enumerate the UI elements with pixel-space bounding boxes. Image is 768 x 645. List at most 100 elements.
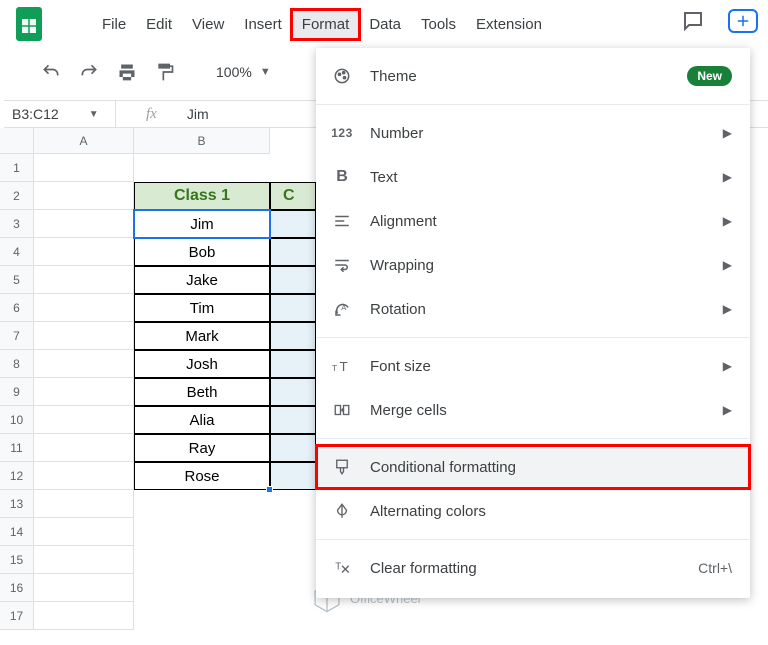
col-header-B[interactable]: B <box>134 128 270 154</box>
table-header-class2-partial[interactable]: C <box>270 182 316 210</box>
menu-item-number[interactable]: 123Number▶ <box>316 111 750 155</box>
cell[interactable] <box>34 154 134 182</box>
menu-bar: FileEditViewInsertFormatDataToolsExtensi… <box>0 4 768 44</box>
menu-file[interactable]: File <box>92 10 136 39</box>
menu-item-alignment[interactable]: Alignment▶ <box>316 199 750 243</box>
select-all-corner[interactable] <box>0 128 34 154</box>
col-header-A[interactable]: A <box>34 128 134 154</box>
row-header-13[interactable]: 13 <box>0 490 34 518</box>
redo-button[interactable] <box>78 61 100 83</box>
cell[interactable] <box>34 574 134 602</box>
print-button[interactable] <box>116 61 138 83</box>
formula-bar-value: Jim <box>187 106 209 122</box>
row-header-14[interactable]: 14 <box>0 518 34 546</box>
cell[interactable] <box>34 546 134 574</box>
menu-extension[interactable]: Extension <box>466 10 552 39</box>
row-header-15[interactable]: 15 <box>0 546 34 574</box>
menu-data[interactable]: Data <box>359 10 411 39</box>
table-header-class1[interactable]: Class 1 <box>134 182 270 210</box>
table-cell[interactable] <box>270 294 316 322</box>
table-cell[interactable]: Rose <box>134 462 270 490</box>
svg-text:T: T <box>340 359 348 374</box>
name-box[interactable]: B3:C12 ▼ <box>4 101 116 127</box>
menu-item-text[interactable]: BText▶ <box>316 155 750 199</box>
row-header-11[interactable]: 11 <box>0 434 34 462</box>
menu-item-wrapping[interactable]: Wrapping▶ <box>316 243 750 287</box>
menu-format[interactable]: Format <box>292 10 360 39</box>
svg-text:T: T <box>335 562 341 573</box>
cell[interactable] <box>34 266 134 294</box>
row-header-17[interactable]: 17 <box>0 602 34 630</box>
cell[interactable] <box>34 462 134 490</box>
table-cell[interactable] <box>270 322 316 350</box>
table-cell[interactable] <box>270 266 316 294</box>
table-cell[interactable]: Tim <box>134 294 270 322</box>
menu-item-theme[interactable]: ThemeNew <box>316 54 750 98</box>
menu-tools[interactable]: Tools <box>411 10 466 39</box>
menu-item-merge-cells[interactable]: Merge cells▶ <box>316 388 750 432</box>
row-header-9[interactable]: 9 <box>0 378 34 406</box>
table-cell[interactable]: Ray <box>134 434 270 462</box>
cell[interactable] <box>34 602 134 630</box>
menu-view[interactable]: View <box>182 10 234 39</box>
row-header-4[interactable]: 4 <box>0 238 34 266</box>
cell[interactable] <box>34 490 134 518</box>
table-cell[interactable]: Beth <box>134 378 270 406</box>
menu-item-conditional-formatting[interactable]: Conditional formatting <box>316 445 750 489</box>
menu-item-clear-formatting[interactable]: TClear formattingCtrl+\ <box>316 546 750 590</box>
share-plus-icon[interactable] <box>728 9 758 33</box>
chevron-down-icon: ▼ <box>89 109 99 120</box>
row-header-8[interactable]: 8 <box>0 350 34 378</box>
table-cell[interactable]: Bob <box>134 238 270 266</box>
menu-item-label: Conditional formatting <box>370 459 516 476</box>
row-header-3[interactable]: 3 <box>0 210 34 238</box>
table-cell[interactable]: Mark <box>134 322 270 350</box>
table-cell[interactable] <box>270 378 316 406</box>
table-cell[interactable]: Jim <box>134 210 270 238</box>
menu-divider <box>316 104 750 105</box>
menu-item-label: Alternating colors <box>370 503 486 520</box>
cell[interactable] <box>34 518 134 546</box>
cell[interactable] <box>34 238 134 266</box>
row-header-7[interactable]: 7 <box>0 322 34 350</box>
table-cell[interactable] <box>270 350 316 378</box>
row-header-10[interactable]: 10 <box>0 406 34 434</box>
table-cell[interactable] <box>270 238 316 266</box>
cell[interactable] <box>34 294 134 322</box>
undo-button[interactable] <box>40 61 62 83</box>
menu-item-font-size[interactable]: TTFont size▶ <box>316 344 750 388</box>
table-cell[interactable]: Jake <box>134 266 270 294</box>
cell[interactable] <box>34 434 134 462</box>
row-header-2[interactable]: 2 <box>0 182 34 210</box>
row-header-5[interactable]: 5 <box>0 266 34 294</box>
table-cell[interactable] <box>270 210 316 238</box>
menu-edit[interactable]: Edit <box>136 10 182 39</box>
cell[interactable] <box>34 210 134 238</box>
format-menu-dropdown: ThemeNew 123Number▶BText▶Alignment▶Wrappi… <box>316 48 750 598</box>
zoom-selector[interactable]: 100% ▼ <box>216 64 271 80</box>
table-cell[interactable] <box>270 462 316 490</box>
cell[interactable] <box>34 322 134 350</box>
row-header-16[interactable]: 16 <box>0 574 34 602</box>
menu-divider <box>316 539 750 540</box>
cell[interactable] <box>34 182 134 210</box>
table-cell[interactable]: Alia <box>134 406 270 434</box>
menu-item-rotation[interactable]: ARotation▶ <box>316 287 750 331</box>
paint-format-button[interactable] <box>154 61 176 83</box>
comment-history-icon[interactable] <box>676 4 710 38</box>
table-cell[interactable] <box>270 434 316 462</box>
selection-handle[interactable] <box>266 486 273 493</box>
cell[interactable] <box>34 378 134 406</box>
table-cell[interactable] <box>270 406 316 434</box>
menu-item-alternating-colors[interactable]: Alternating colors <box>316 489 750 533</box>
row-header-6[interactable]: 6 <box>0 294 34 322</box>
menu-insert[interactable]: Insert <box>234 10 292 39</box>
row-header-1[interactable]: 1 <box>0 154 34 182</box>
cell[interactable] <box>34 350 134 378</box>
row-header-12[interactable]: 12 <box>0 462 34 490</box>
cell[interactable] <box>34 406 134 434</box>
wrap-icon <box>332 255 352 275</box>
menu-item-label: Text <box>370 169 398 186</box>
table-cell[interactable]: Josh <box>134 350 270 378</box>
sheets-logo <box>16 7 42 41</box>
